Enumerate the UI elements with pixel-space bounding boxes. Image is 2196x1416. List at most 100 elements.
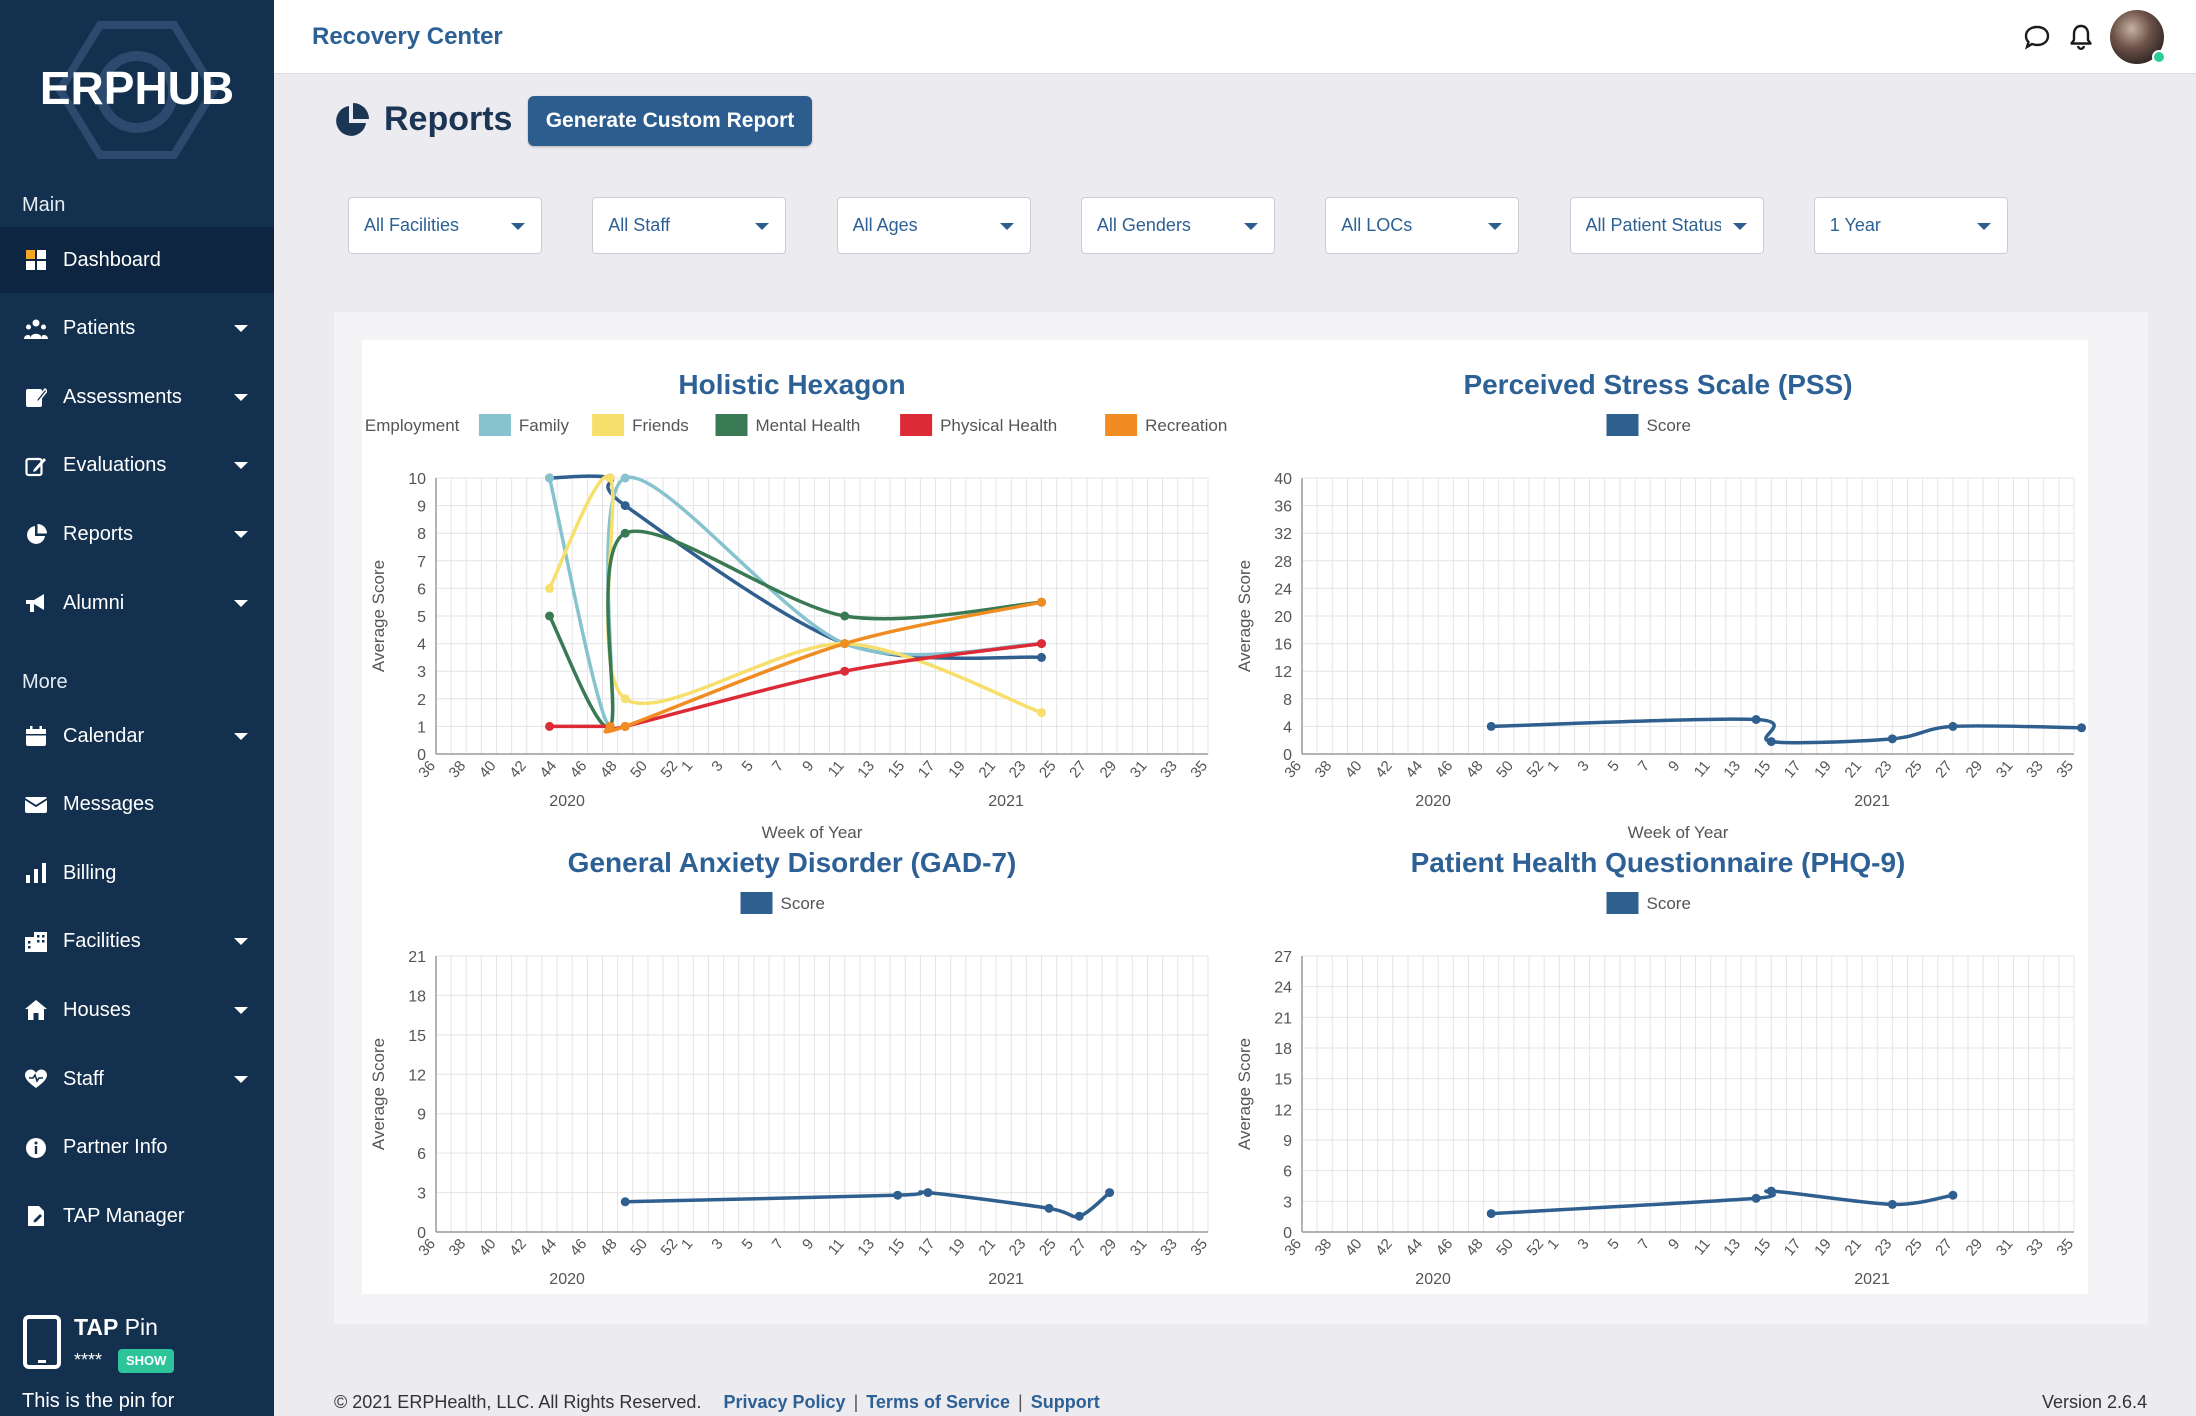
x-tick-label: 27 bbox=[1932, 1236, 1956, 1260]
x-tick-label: 5 bbox=[739, 758, 757, 775]
pie-chart-icon bbox=[22, 520, 50, 548]
filter-select-6[interactable]: All Patient Status bbox=[1569, 197, 1764, 254]
x-axis-title: Week of Year bbox=[762, 823, 863, 842]
x-tick-label: 50 bbox=[627, 758, 651, 782]
data-point bbox=[1074, 1211, 1084, 1221]
y-axis-title: Average Score bbox=[1235, 560, 1254, 672]
x-tick-label: 11 bbox=[825, 1236, 848, 1259]
x-tick-label: 3 bbox=[1574, 1236, 1592, 1253]
envelope-icon bbox=[22, 791, 50, 819]
sidebar-item-label: Messages bbox=[63, 793, 155, 816]
dashboard-grid-icon bbox=[22, 246, 50, 274]
x-tick-label: 31 bbox=[1993, 1236, 2017, 1260]
x-tick-label: 19 bbox=[945, 758, 969, 782]
data-point bbox=[1036, 652, 1046, 662]
data-point bbox=[1766, 1186, 1776, 1196]
sidebar-item-calendar[interactable]: Calendar bbox=[0, 703, 274, 769]
sidebar-item-messages[interactable]: Messages bbox=[0, 772, 274, 838]
x-tick-label: 48 bbox=[597, 758, 621, 782]
sidebar-item-facilities[interactable]: Facilities bbox=[0, 909, 274, 975]
version-text: Version 2.6.4 bbox=[2042, 1392, 2148, 1412]
tap-pin-show-button[interactable]: SHOW bbox=[118, 1349, 175, 1373]
sidebar-item-houses[interactable]: Houses bbox=[0, 977, 274, 1043]
filter-select-5[interactable]: All LOCs bbox=[1325, 197, 1520, 254]
y-tick-label: 9 bbox=[1283, 1133, 1292, 1150]
y-tick-label: 36 bbox=[1274, 499, 1292, 516]
chat-bubble-icon[interactable] bbox=[2020, 20, 2054, 54]
sidebar-item-reports[interactable]: Reports bbox=[0, 501, 274, 567]
data-point bbox=[620, 528, 630, 538]
filter-selected-value: All Patient Status bbox=[1585, 215, 1721, 235]
generate-custom-report-button[interactable]: Generate Custom Report bbox=[528, 96, 812, 146]
x-tick-label: 11 bbox=[1691, 1236, 1714, 1259]
data-point bbox=[620, 1197, 630, 1207]
x-tick-label: 23 bbox=[1006, 1236, 1030, 1260]
filter-select-4[interactable]: All Genders bbox=[1080, 197, 1275, 254]
chevron-down-icon bbox=[234, 732, 248, 740]
x-tick-label: 17 bbox=[1781, 758, 1805, 782]
support-link[interactable]: Support bbox=[1030, 1392, 1100, 1412]
data-point bbox=[1486, 1209, 1496, 1219]
sidebar-item-dashboard[interactable]: Dashboard bbox=[0, 227, 274, 293]
privacy-policy-link[interactable]: Privacy Policy bbox=[723, 1392, 846, 1412]
erphub-logo[interactable]: ERPHUB bbox=[30, 20, 244, 170]
sidebar-item-tap-manager[interactable]: TAP Manager bbox=[0, 1183, 274, 1249]
filter-select-7[interactable]: 1 Year bbox=[1813, 197, 2008, 254]
filter-select-3[interactable]: All Ages bbox=[836, 197, 1031, 254]
chevron-down-icon bbox=[1488, 223, 1503, 230]
sidebar-item-patients[interactable]: Patients bbox=[0, 296, 274, 362]
bell-icon[interactable] bbox=[2064, 20, 2098, 54]
data-point bbox=[1751, 715, 1761, 724]
sidebar-item-alumni[interactable]: Alumni bbox=[0, 570, 274, 636]
legend-label: Score bbox=[1647, 416, 1691, 435]
terms-of-service-link[interactable]: Terms of Service bbox=[866, 1392, 1011, 1412]
series-line-friends bbox=[547, 474, 1043, 715]
x-tick-label: 48 bbox=[1463, 758, 1487, 782]
y-tick-label: 9 bbox=[417, 1107, 426, 1124]
sidebar-item-assessments[interactable]: Assessments bbox=[0, 364, 274, 430]
y-tick-label: 8 bbox=[1283, 692, 1292, 709]
x-tick-label: 25 bbox=[1036, 1236, 1060, 1260]
online-status-dot bbox=[2152, 50, 2166, 64]
x-tick-label: 52 bbox=[658, 758, 682, 782]
x-tick-label: 9 bbox=[799, 758, 817, 775]
y-tick-label: 12 bbox=[408, 1067, 426, 1084]
chevron-down-icon bbox=[234, 530, 248, 538]
x-tick-label: 38 bbox=[446, 1236, 470, 1260]
charts-svg: Holistic Hexagon Employment Family Friends M… bbox=[365, 369, 2087, 1288]
logo-hexagon-icon: ERPHUB bbox=[40, 21, 234, 159]
x-tick-label: 40 bbox=[1342, 758, 1366, 782]
sidebar-item-label: Staff bbox=[63, 1067, 104, 1090]
y-tick-label: 28 bbox=[1274, 554, 1292, 571]
y-tick-label: 18 bbox=[1274, 1041, 1292, 1058]
sidebar-item-label: Alumni bbox=[63, 591, 125, 614]
x-year-label: 2020 bbox=[549, 793, 585, 810]
x-tick-label: 3 bbox=[1574, 758, 1592, 775]
sidebar-item-evaluations[interactable]: Evaluations bbox=[0, 433, 274, 499]
calendar-icon bbox=[22, 722, 50, 750]
legend-swatch bbox=[1105, 414, 1138, 436]
legend-swatch bbox=[478, 414, 511, 436]
x-tick-label: 29 bbox=[1096, 758, 1120, 782]
y-tick-label: 0 bbox=[417, 747, 426, 764]
sidebar-item-partner-info[interactable]: Partner Info bbox=[0, 1115, 274, 1181]
filter-select-2[interactable]: All Staff bbox=[592, 197, 787, 254]
tap-pin-note: This is the pin for bbox=[22, 1390, 175, 1412]
x-tick-label: 13 bbox=[854, 758, 878, 782]
filter-select-1[interactable]: All Facilities bbox=[348, 197, 542, 254]
x-tick-label: 19 bbox=[1811, 1236, 1835, 1260]
sidebar-item-label: Partner Info bbox=[63, 1136, 168, 1159]
x-tick-label: 42 bbox=[1372, 1236, 1396, 1260]
y-tick-label: 5 bbox=[417, 609, 426, 626]
y-tick-label: 18 bbox=[408, 988, 426, 1005]
legend-swatch bbox=[1606, 414, 1639, 436]
reports-panel: Holistic Hexagon Employment Family Friends M… bbox=[334, 312, 2148, 1324]
x-tick-label: 33 bbox=[2023, 758, 2047, 782]
sidebar-item-staff[interactable]: Staff bbox=[0, 1046, 274, 1112]
sidebar-item-billing[interactable]: Billing bbox=[0, 840, 274, 906]
x-year-label: 2020 bbox=[1415, 793, 1451, 810]
x-tick-label: 40 bbox=[476, 758, 500, 782]
x-tick-label: 7 bbox=[1635, 758, 1653, 775]
x-tick-label: 3 bbox=[708, 1236, 726, 1253]
y-tick-label: 15 bbox=[1274, 1072, 1292, 1089]
